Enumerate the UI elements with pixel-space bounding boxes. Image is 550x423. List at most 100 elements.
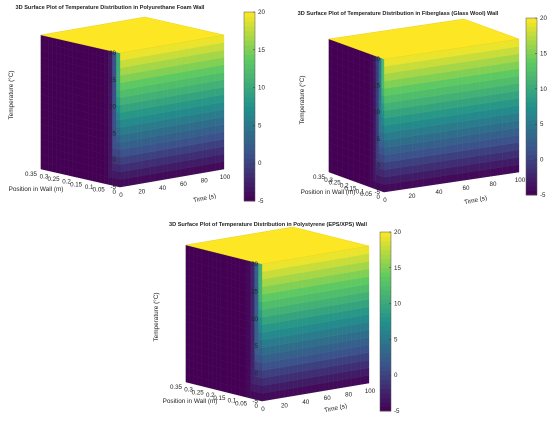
surface-patch [351, 377, 356, 387]
surface-patch [193, 158, 199, 167]
surface-patch [451, 92, 458, 101]
surface-patch [261, 316, 267, 326]
surface-patch [235, 302, 240, 312]
x-tick-label: 0 [377, 194, 381, 201]
surface-patch [306, 270, 312, 280]
surface-patch [462, 164, 469, 174]
colorbar-segment [380, 406, 391, 412]
surface-patch [141, 92, 147, 102]
surface-patch [434, 176, 441, 185]
surface-patch [501, 129, 508, 138]
surface-patch [141, 107, 147, 117]
surface-patch [389, 101, 396, 111]
surface-patch [351, 354, 356, 364]
surface-patch [428, 139, 435, 149]
surface-patch [208, 341, 213, 351]
surface-patch [96, 114, 101, 124]
surface-patch [348, 53, 352, 62]
surface-patch [345, 133, 349, 143]
surface-patch [297, 257, 303, 266]
surface-patch [333, 372, 338, 382]
surface-patch [297, 325, 303, 335]
surface-patch [231, 263, 236, 273]
surface-patch [163, 81, 168, 91]
colorbar-segment [244, 68, 255, 74]
surface-patch [220, 260, 225, 270]
surface-patch [145, 122, 151, 131]
surface-patch [270, 330, 276, 339]
surface-patch [202, 37, 207, 47]
surface-patch [235, 371, 240, 381]
surface-patch [485, 57, 492, 67]
y-tick-label: 80 [201, 178, 208, 185]
surface-patch [270, 276, 276, 286]
surface-patch [346, 355, 352, 365]
surface-patch [220, 283, 225, 293]
surface-patch [176, 116, 181, 126]
surface-patch [227, 293, 232, 303]
surface-patch [215, 43, 220, 52]
colorbar-tick-label: 20 [394, 229, 401, 236]
surface-patch [400, 129, 407, 138]
surface-patch [395, 85, 402, 95]
surface-patch [235, 272, 240, 282]
colorbar-tick-label: 20 [540, 15, 547, 22]
colorbar-segment [244, 63, 255, 70]
surface-patch [52, 164, 57, 173]
surface-patch [395, 144, 402, 154]
surface-patch [319, 291, 325, 301]
colorbar-segment [244, 125, 255, 131]
surface-patch [171, 139, 177, 149]
y-tick-label: 0 [383, 197, 387, 204]
surface-patch [68, 123, 73, 132]
surface-patch [364, 73, 368, 83]
surface-patch [381, 65, 385, 74]
surface-patch [355, 277, 361, 287]
surface-patch [337, 86, 341, 95]
surface-patch [92, 98, 97, 108]
surface-patch [306, 339, 312, 349]
surface-patch [193, 106, 199, 115]
surface-patch [197, 316, 202, 326]
surface-patch [334, 107, 338, 117]
colorbar-segment [526, 146, 537, 152]
surface-patch [167, 125, 173, 135]
surface-patch [359, 57, 363, 66]
surface-patch [72, 131, 77, 141]
surface-patch [353, 129, 357, 138]
surface-patch [288, 266, 294, 275]
surface-patch [60, 136, 65, 145]
colorbar-segment [244, 87, 255, 93]
surface-patch [80, 118, 85, 127]
surface-patch [56, 142, 61, 152]
surface-patch [279, 313, 285, 323]
surface-patch [297, 264, 303, 274]
surface-patch [197, 354, 202, 364]
surface-patch [104, 86, 109, 96]
surface-patch [68, 108, 73, 117]
surface-patch [266, 262, 272, 272]
surface-patch [80, 81, 85, 90]
surface-patch [315, 299, 321, 309]
surface-patch [411, 135, 418, 144]
surface-patch [150, 113, 155, 123]
surface-patch [346, 362, 352, 372]
surface-patch [72, 101, 77, 111]
surface-patch [150, 158, 155, 168]
surface-patch [64, 129, 69, 139]
surface-patch [189, 268, 194, 278]
surface-patch [364, 337, 370, 346]
surface-patch [375, 63, 379, 72]
surface-patch [297, 378, 303, 388]
surface-patch [428, 162, 435, 171]
surface-patch [180, 49, 186, 58]
surface-patch [356, 63, 360, 73]
surface-patch [462, 68, 469, 78]
surface-patch [210, 155, 216, 164]
surface-patch [383, 57, 390, 67]
surface-patch [119, 59, 125, 69]
surface-patch [84, 148, 89, 158]
surface-patch [445, 107, 452, 117]
surface-patch [301, 370, 307, 380]
surface-patch [171, 72, 177, 82]
